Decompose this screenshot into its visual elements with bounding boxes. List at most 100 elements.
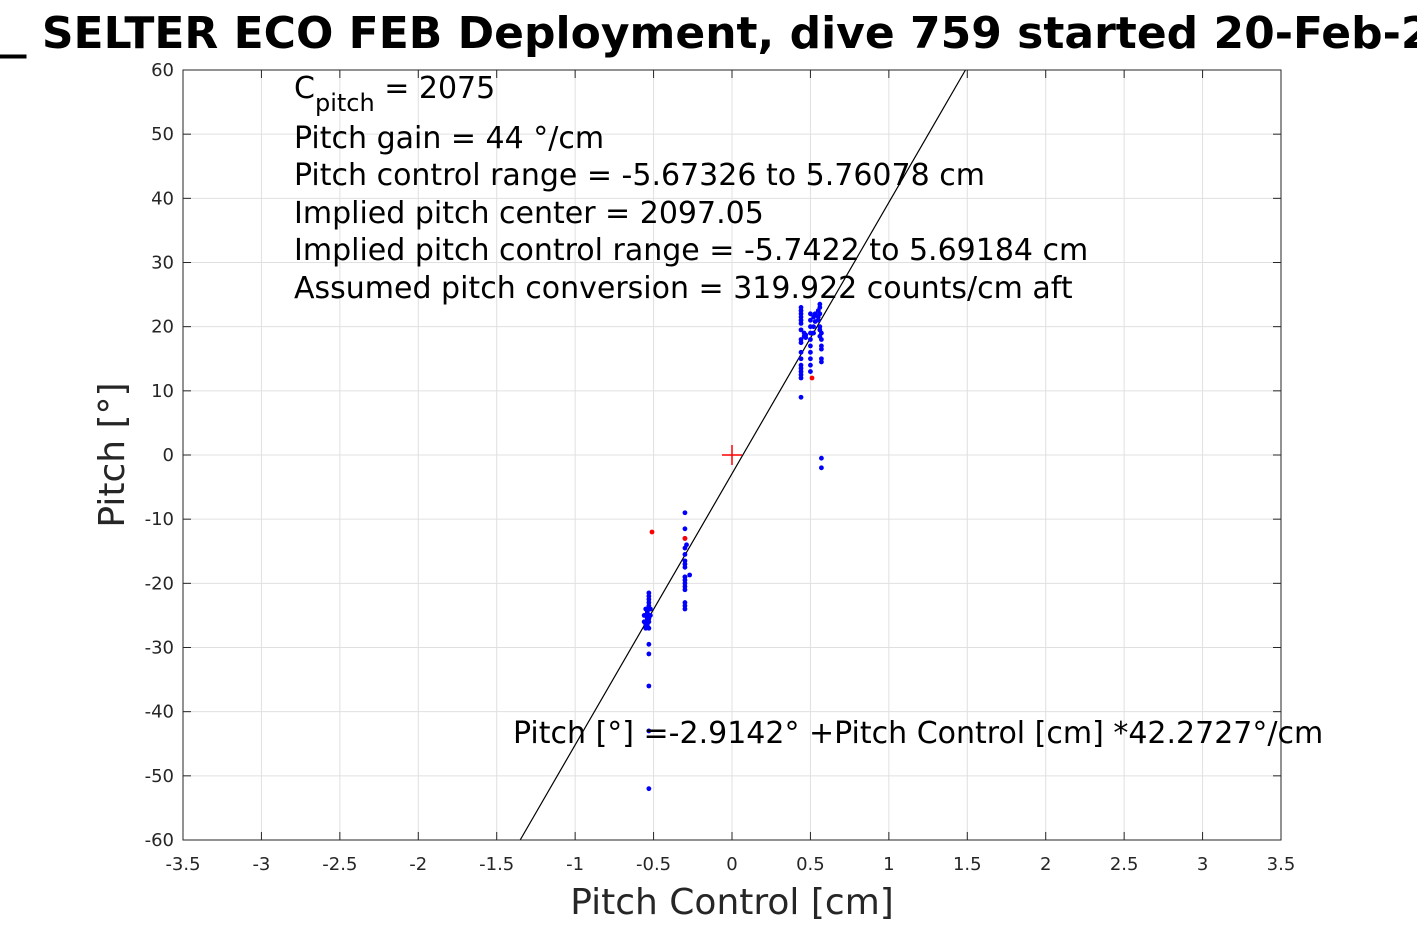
x-tick-label: -2 [409, 854, 427, 875]
y-tick-label: 30 [151, 253, 174, 274]
fit-equation-label: Pitch [°] =-2.9142° +Pitch Control [cm] … [513, 716, 1323, 751]
data-point [798, 375, 804, 381]
plot-frame [182, 69, 1282, 841]
data-point [649, 529, 655, 535]
y-tick-label: 20 [151, 317, 174, 338]
y-tick-label: 40 [151, 188, 174, 209]
data-point [803, 335, 809, 340]
data-point [798, 340, 804, 346]
y-tick-labels: -60 -50 -40 -30 -20 -10 0 10 20 30 40 50 60 [145, 60, 174, 851]
data-point [798, 308, 804, 314]
data-point [682, 587, 688, 593]
c-pitch-annotation: Cpitch = 2075 [294, 71, 495, 117]
data-point [817, 305, 823, 310]
data-points [641, 301, 824, 792]
data-point [819, 346, 824, 352]
y-tick-label: -20 [145, 573, 174, 594]
conversion-annotation: Assumed pitch conversion = 319.922 count… [294, 271, 1073, 306]
c-pitch-base: C [294, 71, 315, 106]
data-point [798, 394, 804, 400]
data-point [815, 317, 821, 323]
data-point [687, 572, 693, 578]
grid [182, 69, 1282, 841]
implied-center-annotation: Implied pitch center = 2097.05 [294, 196, 764, 231]
data-point [646, 619, 652, 625]
data-point [809, 375, 815, 381]
y-tick-label: -30 [145, 638, 174, 659]
data-point [808, 362, 813, 368]
data-point [819, 465, 824, 471]
data-point [798, 314, 804, 320]
data-point [682, 561, 688, 567]
data-point [646, 728, 652, 734]
x-tick-label: 3 [1197, 854, 1208, 875]
c-pitch-subscript: pitch [315, 89, 375, 117]
data-point [684, 542, 689, 548]
x-tick-label: 2.5 [1110, 854, 1139, 875]
data-point [819, 337, 824, 342]
data-point [808, 337, 813, 342]
x-tick-label: -1.5 [479, 854, 514, 875]
x-tick-label: 0 [726, 854, 737, 875]
data-point [682, 606, 688, 612]
data-point [646, 651, 652, 657]
c-pitch-value: = 2075 [375, 71, 496, 106]
fit-line [519, 69, 966, 841]
x-tick-labels: -3.5 -3 -2.5 -2 -1.5 -1 -0.5 0 0.5 1 1.5 2 2.5 3 3.5 [165, 854, 1295, 875]
data-point [682, 552, 688, 557]
data-point [819, 455, 824, 461]
x-tick-label: 1 [883, 854, 894, 875]
x-tick-label: -1 [566, 854, 584, 875]
chart-title: SG___ SELTER ECO FEB Deployment, dive 75… [0, 8, 1417, 59]
y-tick-label: -50 [145, 766, 174, 787]
control-range-annotation: Pitch control range = -5.67326 to 5.7607… [294, 158, 985, 193]
pitch-gain-annotation: Pitch gain = 44 °/cm [294, 121, 604, 156]
x-tick-label: -3 [252, 854, 270, 875]
data-point [641, 613, 647, 618]
x-tick-label: -3.5 [165, 854, 200, 875]
y-tick-label: -60 [145, 830, 174, 851]
fit-line-group [519, 69, 966, 841]
implied-range-annotation: Implied pitch control range = -5.7422 to… [294, 233, 1088, 268]
y-tick-label: 10 [151, 381, 174, 402]
x-tick-label: -2.5 [322, 854, 357, 875]
y-axis-label: Pitch [°] [92, 382, 133, 527]
data-point [682, 526, 688, 532]
data-point [798, 321, 804, 326]
y-tick-label: 50 [151, 124, 174, 145]
data-point [648, 613, 653, 618]
y-tick-label: 0 [163, 445, 174, 466]
data-point [811, 324, 816, 330]
data-point [646, 590, 652, 596]
data-point [798, 349, 804, 355]
data-point [682, 574, 688, 580]
y-tick-label: -40 [145, 702, 174, 723]
data-point [817, 311, 823, 317]
data-point [819, 359, 824, 365]
data-point [808, 349, 813, 355]
x-tick-label: 2 [1040, 854, 1051, 875]
data-point [648, 606, 653, 612]
data-point [798, 327, 804, 333]
x-axis-label: Pitch Control [cm] [570, 882, 894, 923]
x-tick-label: -0.5 [636, 854, 671, 875]
data-point [682, 536, 688, 541]
data-point [643, 625, 649, 631]
data-point [798, 356, 804, 362]
data-point [646, 683, 652, 689]
data-point [646, 786, 652, 792]
data-point [819, 330, 824, 336]
data-point [808, 311, 813, 317]
data-point [811, 330, 816, 336]
data-point [646, 641, 652, 647]
x-tick-label: 0.5 [796, 854, 825, 875]
y-tick-label: 60 [151, 60, 174, 81]
data-point [682, 510, 688, 516]
center-marker [722, 445, 742, 465]
x-tick-label: 3.5 [1267, 854, 1296, 875]
data-point [808, 343, 813, 349]
x-tick-label: 1.5 [953, 854, 982, 875]
data-point [808, 356, 813, 362]
data-point [808, 369, 813, 374]
